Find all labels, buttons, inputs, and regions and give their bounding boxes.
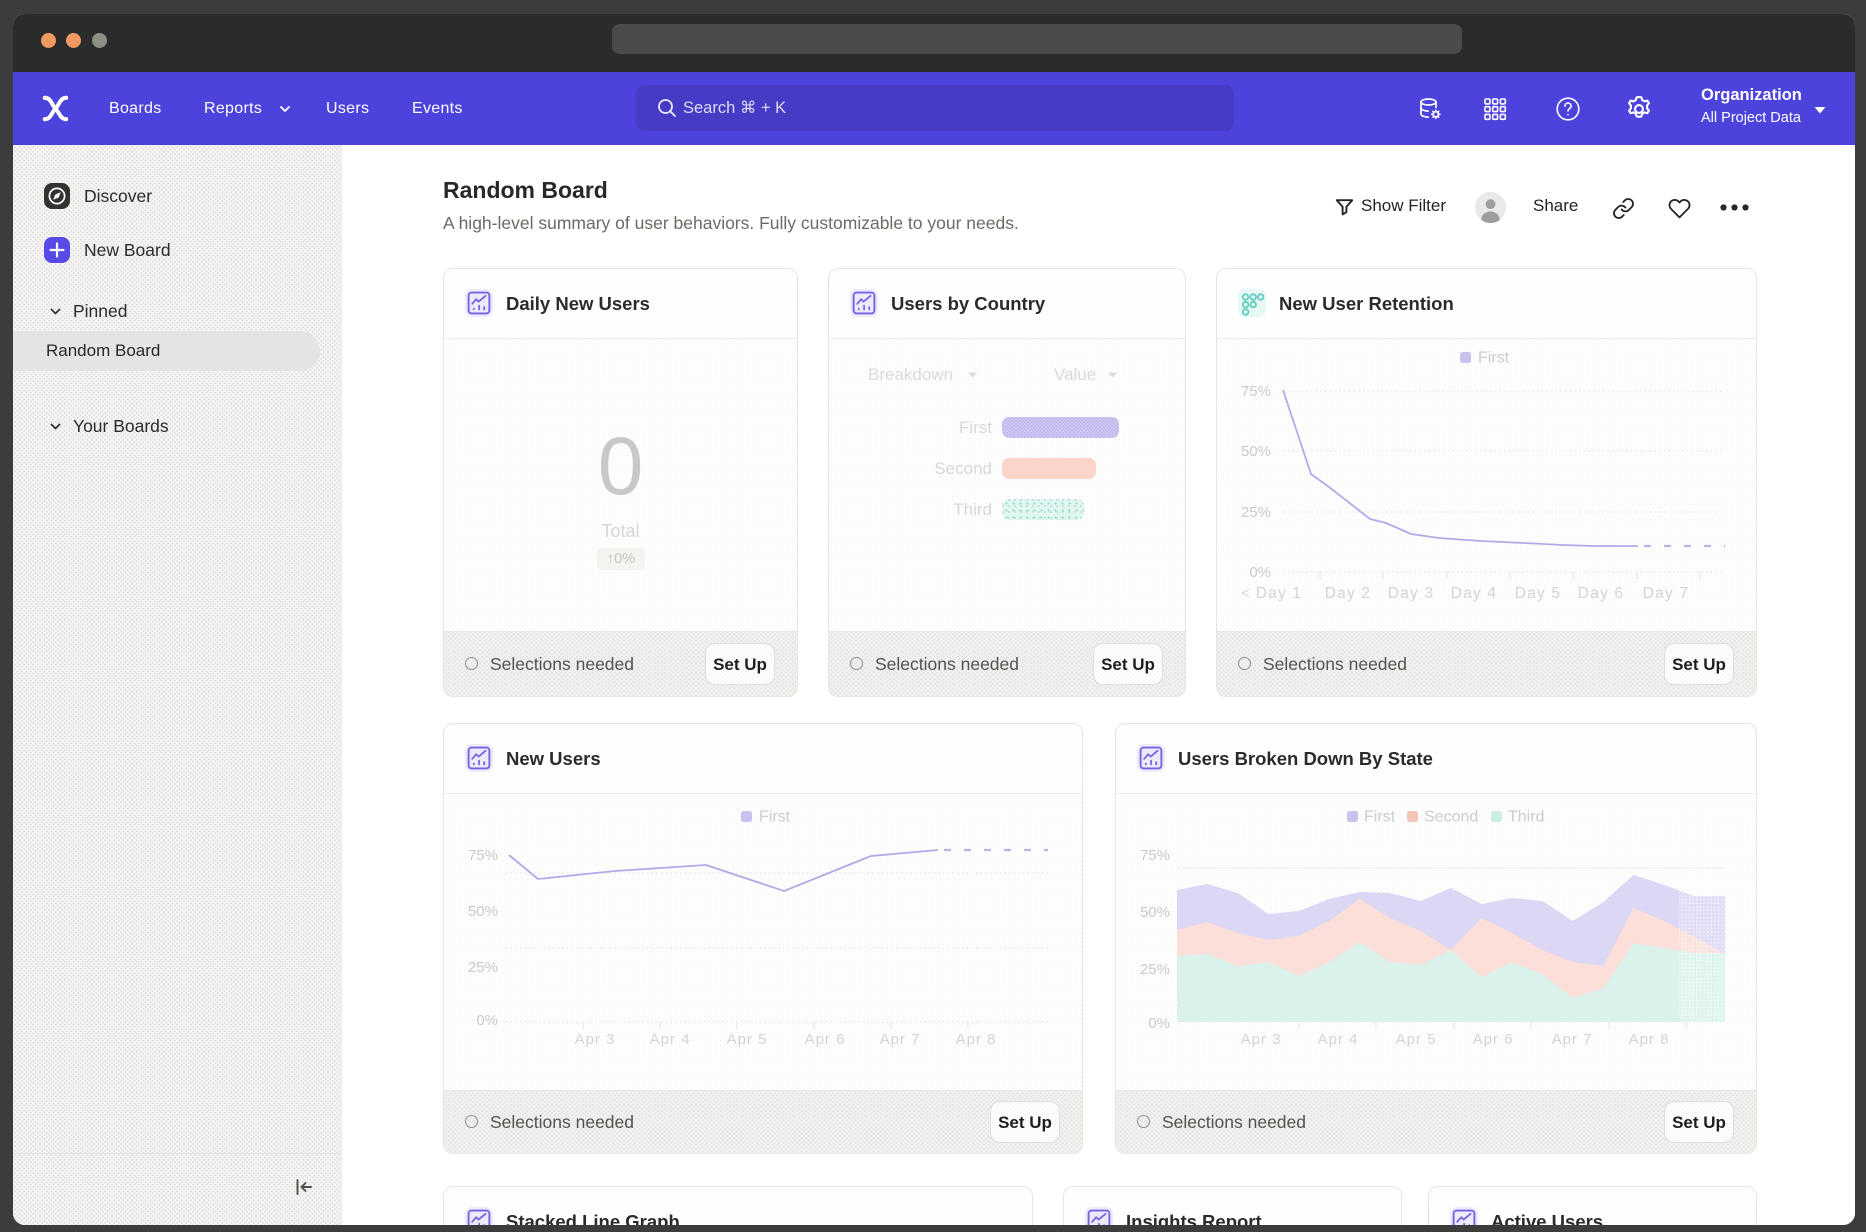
svg-text:Apr 3: Apr 3: [575, 1031, 616, 1048]
svg-text:Day 6: Day 6: [1578, 585, 1625, 602]
svg-text:Apr 8: Apr 8: [956, 1031, 997, 1048]
svg-text:Day 4: Day 4: [1451, 585, 1498, 602]
svg-text:Apr 6: Apr 6: [1473, 1031, 1514, 1048]
svg-text:50%: 50%: [1241, 443, 1271, 460]
svg-text:Apr 4: Apr 4: [650, 1031, 691, 1048]
svg-text:0%: 0%: [1249, 564, 1271, 581]
svg-text:0%: 0%: [476, 1012, 498, 1029]
svg-text:Apr 5: Apr 5: [727, 1031, 768, 1048]
svg-text:Apr 7: Apr 7: [880, 1031, 921, 1048]
svg-text:Apr 4: Apr 4: [1318, 1031, 1359, 1048]
svg-text:Day 5: Day 5: [1515, 585, 1562, 602]
svg-text:50%: 50%: [468, 903, 498, 920]
svg-text:First: First: [759, 809, 791, 826]
svg-text:75%: 75%: [1241, 383, 1271, 400]
svg-text:Apr 6: Apr 6: [805, 1031, 846, 1048]
svg-text:<: <: [1241, 585, 1250, 602]
svg-text:Apr 5: Apr 5: [1396, 1031, 1437, 1048]
svg-text:25%: 25%: [1140, 961, 1170, 978]
svg-text:25%: 25%: [468, 959, 498, 976]
svg-text:Second: Second: [1424, 809, 1478, 826]
svg-text:Apr 3: Apr 3: [1241, 1031, 1282, 1048]
svg-text:Third: Third: [1508, 809, 1544, 826]
svg-text:50%: 50%: [1140, 904, 1170, 921]
svg-text:25%: 25%: [1241, 504, 1271, 521]
svg-text:75%: 75%: [1140, 847, 1170, 864]
svg-text:Apr 7: Apr 7: [1552, 1031, 1593, 1048]
svg-text:Apr 8: Apr 8: [1629, 1031, 1670, 1048]
svg-text:0%: 0%: [1148, 1015, 1170, 1032]
svg-text:First: First: [1364, 809, 1396, 826]
svg-text:First: First: [1478, 350, 1510, 367]
svg-text:Day 2: Day 2: [1325, 585, 1372, 602]
svg-text:Day 1: Day 1: [1256, 585, 1303, 602]
svg-text:75%: 75%: [468, 847, 498, 864]
svg-text:Day 7: Day 7: [1643, 585, 1690, 602]
svg-text:Day 3: Day 3: [1388, 585, 1435, 602]
